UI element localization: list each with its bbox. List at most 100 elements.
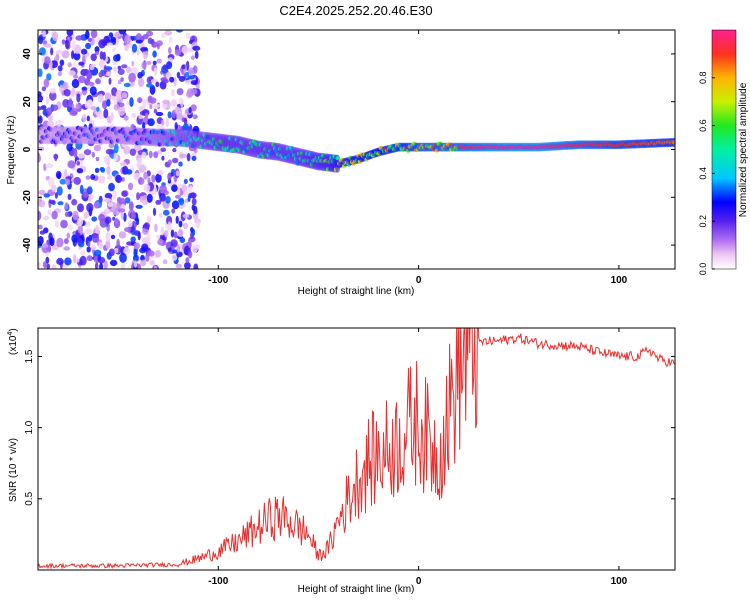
heatmap-cell — [48, 177, 55, 187]
heatmap-cell — [62, 99, 70, 108]
heatmap-cell — [47, 209, 52, 216]
heatmap-cell — [87, 37, 93, 42]
heatmap-cell — [160, 119, 165, 127]
heatmap-cell — [149, 84, 156, 95]
heatmap-cell — [76, 168, 84, 174]
heatmap-cell — [129, 97, 134, 107]
heatmap-cell — [146, 83, 153, 88]
heatmap-x-tick-label: -100 — [208, 275, 228, 286]
heatmap-cell — [194, 50, 199, 59]
heatmap-cell — [97, 256, 106, 264]
heatmap-cell — [168, 247, 172, 252]
heatmap-cell — [68, 98, 73, 108]
colorbar-tick-label: 0.0 — [698, 263, 708, 276]
heatmap-cell — [156, 58, 162, 64]
heatmap-cell — [61, 50, 70, 59]
heatmap-cell — [157, 170, 164, 176]
heatmap-cell — [176, 113, 184, 120]
heatmap-cell — [188, 67, 195, 76]
heatmap-cell — [191, 198, 197, 206]
heatmap-cell — [155, 173, 162, 183]
heatmap-cell — [94, 51, 99, 56]
colorbar-label: Normalized spectral amplitude — [738, 82, 749, 217]
heatmap-cell — [172, 147, 177, 153]
heatmap-cell — [46, 107, 53, 116]
heatmap-cell — [78, 241, 85, 248]
heatmap-cell — [64, 257, 72, 266]
heatmap-cell — [189, 177, 194, 183]
heatmap-cell — [95, 156, 100, 162]
heatmap-cell — [152, 207, 157, 216]
heatmap-cell — [91, 216, 98, 222]
heatmap-cell — [38, 115, 43, 124]
heatmap-cell — [91, 233, 100, 243]
heatmap-cell — [166, 61, 173, 69]
heatmap-cell — [41, 86, 47, 92]
heatmap-cell — [148, 150, 153, 159]
heatmap-cell — [186, 153, 191, 162]
heatmap-cell — [149, 104, 153, 110]
heatmap-cell — [75, 35, 84, 41]
heatmap-cell — [167, 159, 172, 165]
heatmap-cell — [141, 243, 149, 252]
heatmap-cell — [190, 55, 195, 60]
heatmap-cell — [133, 172, 141, 181]
heatmap-cell — [38, 262, 41, 268]
heatmap-cell — [163, 209, 170, 216]
heatmap-cell — [178, 97, 183, 104]
heatmap-cell — [51, 184, 57, 192]
heatmap-cell — [57, 71, 62, 77]
heatmap-cell — [151, 174, 156, 183]
heatmap-cell — [83, 211, 89, 219]
heatmap-cell — [94, 167, 100, 174]
heatmap-cell — [105, 71, 112, 76]
heatmap-cell — [93, 201, 100, 209]
heatmap-cell — [119, 161, 127, 167]
heatmap-cell — [196, 84, 200, 89]
heatmap-cell — [161, 103, 168, 109]
heatmap-cell — [115, 89, 124, 100]
heatmap-cell — [71, 40, 76, 51]
heatmap-cell — [95, 262, 99, 269]
heatmap-cell — [38, 152, 41, 162]
heatmap-y-tick-label: 0 — [22, 146, 33, 152]
heatmap-cell — [128, 72, 137, 83]
heatmap-cell — [146, 193, 153, 203]
snr-y-tick-label: 1.5 — [24, 349, 35, 363]
heatmap-cell — [78, 75, 86, 84]
heatmap-cell — [140, 259, 147, 267]
heatmap-cell — [173, 231, 178, 239]
heatmap-cell — [99, 262, 104, 269]
heatmap-cell — [59, 178, 67, 185]
heatmap-cell — [135, 39, 143, 44]
heatmap-cell — [164, 30, 173, 36]
snr-y-tick-label: 0.5 — [24, 491, 35, 505]
heatmap-cell — [132, 254, 139, 262]
heatmap-cell — [121, 190, 128, 197]
snr-frame — [37, 327, 676, 571]
heatmap-cell — [146, 60, 152, 65]
snr-x-tick-label: 0 — [416, 576, 422, 587]
snr-y-label: SNR (10 * v/v) — [8, 438, 19, 502]
heatmap-cell — [45, 96, 50, 105]
heatmap-cell — [102, 51, 106, 61]
heatmap-cell — [38, 224, 43, 230]
heatmap-cell — [137, 177, 145, 185]
heatmap-cell — [113, 66, 117, 73]
heatmap-cell — [131, 43, 138, 53]
heatmap-cell — [182, 213, 190, 219]
heatmap-cell — [86, 202, 94, 213]
snr-y-multiplier: (x104) — [7, 328, 19, 355]
heatmap-cell — [113, 152, 119, 162]
heatmap-cell — [178, 161, 183, 167]
heatmap-cell — [151, 41, 158, 48]
heatmap-cell — [123, 115, 129, 121]
heatmap-cell — [102, 100, 108, 110]
heatmap-cell — [138, 77, 145, 87]
heatmap-cell — [135, 204, 143, 209]
heatmap-cell — [113, 54, 120, 62]
heatmap-cell — [175, 215, 179, 224]
heatmap-cell — [45, 163, 54, 169]
heatmap-cell — [162, 259, 168, 265]
heatmap-cell — [175, 194, 181, 199]
